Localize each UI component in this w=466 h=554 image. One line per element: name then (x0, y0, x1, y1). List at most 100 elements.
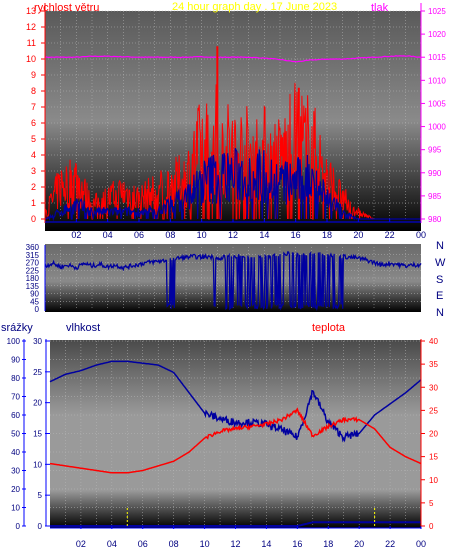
rain-tick-label: 10 (11, 504, 20, 513)
wind-x-tick-label: 16 (291, 230, 301, 240)
direction-panel-series (44, 251, 422, 312)
wind-x-tick-label: 08 (165, 230, 175, 240)
climate-x-tick-label: 04 (107, 539, 117, 549)
wind-x-tick-label: 20 (353, 230, 363, 240)
temperature-tick-label: 25 (429, 406, 438, 415)
wind-x-tick-label: 12 (228, 230, 238, 240)
mid-axis-tick-label: 5 (38, 491, 43, 500)
temperature-tick-label: 40 (429, 337, 438, 346)
direction-tick-label: 225 (26, 266, 40, 275)
wind-speed-label: rychlost větru (34, 2, 99, 14)
chart-title: 24 hour graph day . 17 June 2023 (172, 1, 337, 13)
climate-x-tick-label: 20 (354, 539, 364, 549)
temperature-tick-label: 35 (429, 360, 438, 369)
wind-speed-tick-label: 10 (26, 54, 36, 64)
temperature-tick-label: 20 (429, 430, 438, 439)
pressure-tick-label: 980 (428, 215, 442, 224)
direction-tick-label: 135 (26, 282, 40, 291)
wind-speed-tick-label: 11 (27, 38, 36, 48)
direction-tick-label: 90 (30, 290, 39, 299)
mid-axis-tick-label: 10 (33, 460, 42, 469)
wind-x-tick-label: 02 (71, 230, 81, 240)
direction-tick-label: 180 (26, 274, 40, 283)
axes (22, 3, 425, 529)
climate-x-tick-label: 10 (200, 539, 210, 549)
rain-tick-label: 80 (11, 374, 20, 383)
wind-speed-tick-label: 9 (31, 70, 36, 80)
mid-axis-tick-label: 20 (33, 399, 42, 408)
wind-x-tick-label: 04 (103, 230, 113, 240)
pressure-tick-label: 995 (428, 146, 442, 155)
pressure-tick-label: 1015 (428, 53, 446, 62)
temperature-tick-label: 5 (429, 499, 434, 508)
temperature-tick-label: 15 (429, 453, 438, 462)
climate-x-tick-label: 16 (292, 539, 302, 549)
pressure-tick-label: 1010 (428, 76, 446, 85)
wind-speed-tick-label: 2 (31, 182, 36, 192)
mid-axis-tick-label: 15 (33, 430, 42, 439)
mid-axis-tick-label: 0 (38, 522, 43, 531)
climate-x-tick-label: 14 (261, 539, 271, 549)
average-wind-line (44, 148, 421, 222)
climate-x-tick-label: 22 (385, 539, 395, 549)
pressure-tick-label: 985 (428, 192, 442, 201)
rain-label: srážky (1, 322, 33, 334)
pressure-tick-label: 1025 (428, 7, 446, 16)
mid-axis-tick-label: 25 (33, 368, 42, 377)
climate-x-tick-label: 06 (138, 539, 148, 549)
wind-x-tick-label: 14 (259, 230, 269, 240)
temperature-tick-label: 10 (429, 476, 438, 485)
wind-speed-tick-label: 12 (26, 22, 36, 32)
rain-tick-label: 20 (11, 485, 20, 494)
direction-tick-label: 315 (26, 251, 40, 260)
climate-x-tick-label: 12 (230, 539, 240, 549)
rain-tick-label: 70 (11, 393, 20, 402)
temperature-line (49, 407, 422, 474)
compass-n-bottom: N (436, 307, 444, 319)
direction-tick-label: 270 (26, 259, 40, 268)
temperature-tick-label: 30 (429, 383, 438, 392)
compass-e: E (436, 290, 443, 302)
wind-direction-line (44, 251, 422, 312)
climate-x-tick-label: 00 (416, 539, 426, 549)
compass-n-top: N (436, 240, 444, 252)
temperature-label: teplota (312, 322, 346, 334)
pressure-tick-label: 1005 (428, 99, 446, 108)
pressure-tick-label: 1020 (428, 30, 446, 39)
wind-speed-tick-label: 0 (31, 214, 36, 224)
temperature-tick-label: 0 (429, 522, 434, 531)
direction-tick-label: 360 (26, 243, 40, 252)
humidity-line (49, 360, 422, 443)
wind-x-tick-label: 18 (322, 230, 332, 240)
rain-tick-label: 30 (11, 467, 20, 476)
pressure-line (44, 55, 422, 63)
wind-speed-tick-label: 13 (26, 6, 36, 16)
direction-tick-label: 45 (30, 297, 39, 306)
wind-speed-tick-label: 8 (31, 86, 36, 96)
rain-tick-label: 100 (7, 337, 21, 346)
wind-x-tick-label: 06 (134, 230, 144, 240)
rain-tick-label: 40 (11, 448, 20, 457)
compass-s: S (436, 274, 443, 286)
pressure-tick-label: 990 (428, 169, 442, 178)
humidity-label: vlhkost (66, 322, 100, 334)
wind-speed-tick-label: 1 (31, 198, 36, 208)
rain-tick-label: 50 (11, 430, 20, 439)
wind-speed-tick-label: 7 (31, 102, 36, 112)
rain-tick-label: 90 (11, 356, 20, 365)
wind-speed-tick-label: 3 (31, 166, 36, 176)
rain-tick-label: 60 (11, 411, 20, 420)
climate-x-tick-label: 08 (169, 539, 179, 549)
pressure-label: tlak (371, 2, 389, 14)
wind-speed-tick-label: 5 (31, 134, 36, 144)
wind-x-tick-label: 10 (197, 230, 207, 240)
wind-speed-tick-label: 4 (31, 150, 36, 160)
wind-x-tick-label: 00 (416, 230, 426, 240)
wind-speed-tick-label: 6 (31, 118, 36, 128)
pressure-tick-label: 1000 (428, 123, 446, 132)
climate-x-tick-label: 18 (323, 539, 333, 549)
direction-tick-label: 0 (35, 305, 40, 314)
wind-x-tick-label: 22 (385, 230, 395, 240)
